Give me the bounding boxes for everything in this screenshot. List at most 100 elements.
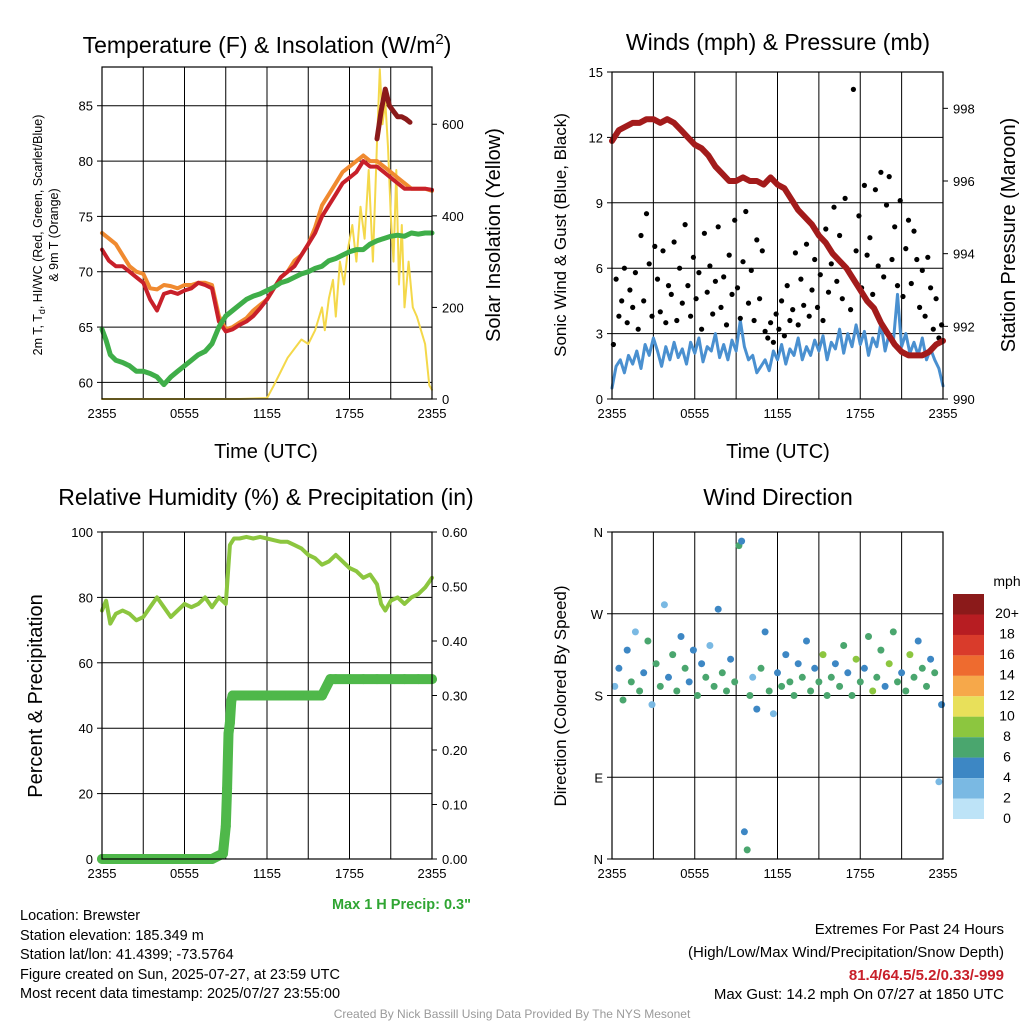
y2-tick-label: 0.60 bbox=[442, 525, 467, 540]
latlon-text: Station lat/lon: 41.4399; -73.5764 bbox=[20, 947, 234, 963]
direction-point bbox=[698, 660, 706, 668]
gust-point bbox=[754, 237, 760, 243]
direction-point bbox=[898, 669, 906, 677]
y2-tick-label: 990 bbox=[953, 392, 975, 407]
gust-point bbox=[638, 232, 644, 239]
x-tick-label: 0555 bbox=[680, 406, 709, 421]
gust-point bbox=[776, 326, 782, 332]
precip-point bbox=[317, 690, 327, 701]
colorbar-label: 18 bbox=[999, 626, 1015, 642]
gust-point bbox=[798, 276, 804, 282]
extremes-info: Extremes For Past 24 Hours (High/Low/Max… bbox=[688, 918, 1004, 1006]
heat-index-line bbox=[374, 86, 413, 142]
plot-border bbox=[611, 531, 944, 860]
x-tick-label: 1155 bbox=[253, 406, 281, 421]
gust-point bbox=[665, 283, 672, 289]
direction-point bbox=[923, 682, 930, 690]
direction-point bbox=[910, 673, 918, 681]
direction-point bbox=[718, 669, 726, 677]
rh-line bbox=[100, 534, 434, 626]
direction-point bbox=[827, 673, 835, 681]
colorbar-swatch bbox=[953, 675, 984, 697]
gust-point bbox=[781, 333, 788, 339]
colorbar-swatch bbox=[953, 634, 984, 656]
y-tick-label: 20 bbox=[79, 787, 93, 802]
gust-point bbox=[679, 300, 685, 306]
gust-point bbox=[646, 261, 652, 267]
gust-point bbox=[693, 296, 699, 302]
direction-point bbox=[889, 628, 897, 636]
gust-point bbox=[839, 296, 845, 302]
gust-point bbox=[809, 287, 815, 293]
gust-point bbox=[701, 230, 708, 236]
gust-point bbox=[814, 304, 821, 310]
direction-point bbox=[627, 678, 635, 686]
y-tick-label: N bbox=[594, 525, 603, 540]
y-tick-label: 0 bbox=[596, 392, 603, 407]
precip-point bbox=[372, 674, 382, 685]
direction-point bbox=[840, 642, 848, 649]
colorbar-label: 0 bbox=[1003, 810, 1011, 826]
sonic-wind-line bbox=[610, 292, 945, 390]
direction-point bbox=[714, 605, 722, 613]
x-tick-label: 2355 bbox=[88, 406, 117, 421]
direction-point bbox=[757, 664, 765, 672]
gust-point bbox=[765, 335, 771, 341]
direction-point bbox=[743, 846, 751, 854]
station-info: Location: Brewster Station elevation: 18… bbox=[20, 907, 340, 1005]
gust-point bbox=[867, 235, 873, 241]
x-tick-label: 1155 bbox=[253, 866, 281, 881]
gust-point bbox=[817, 272, 823, 278]
extremes-desc: (High/Low/Max Wind/Precipitation/Snow De… bbox=[688, 944, 1004, 961]
direction-point bbox=[774, 669, 781, 677]
colorbar-label: 4 bbox=[1003, 769, 1011, 785]
plot-border bbox=[101, 531, 433, 860]
precip-point bbox=[385, 674, 396, 685]
direction-point bbox=[727, 655, 735, 663]
gust-point bbox=[825, 289, 832, 295]
gust-point bbox=[790, 307, 796, 313]
gust-point bbox=[743, 208, 749, 215]
direction-point bbox=[869, 687, 877, 695]
gust-point bbox=[740, 259, 746, 265]
gust-point bbox=[718, 304, 724, 310]
gust-point bbox=[621, 265, 628, 271]
gust-point bbox=[682, 222, 688, 228]
direction-point bbox=[665, 673, 672, 681]
direction-point bbox=[640, 669, 648, 677]
x-tick-label: 2355 bbox=[598, 406, 627, 421]
gust-point bbox=[627, 287, 633, 293]
y-tick-label: 80 bbox=[79, 154, 93, 169]
direction-point bbox=[786, 678, 794, 686]
x-tick-label: 0555 bbox=[680, 866, 709, 881]
gust-point bbox=[864, 252, 870, 258]
wind-ylabel-left: Sonic Wind & Gust (Blue, Black) bbox=[551, 113, 570, 357]
gust-point bbox=[848, 307, 854, 313]
precip-point bbox=[223, 728, 234, 739]
gust-point bbox=[820, 317, 826, 324]
gust-point bbox=[707, 263, 713, 269]
credit-text: Created By Nick Bassill Using Data Provi… bbox=[333, 1007, 691, 1021]
gust-point bbox=[831, 204, 837, 210]
panel-rh: 2355 0555 1155 1755 23550204060801000.000.10… bbox=[71, 525, 467, 881]
gust-point bbox=[905, 217, 912, 223]
colorbar-swatch bbox=[953, 757, 984, 779]
gust-point bbox=[696, 270, 702, 276]
direction-point bbox=[807, 687, 815, 695]
gust-point bbox=[850, 86, 857, 92]
max-gust-text: Max Gust: 14.2 mph On 07/27 at 1850 UTC bbox=[713, 986, 1004, 1003]
precip-point bbox=[358, 674, 369, 685]
direction-point bbox=[631, 628, 639, 636]
gust-point bbox=[930, 326, 936, 332]
x-tick-label: 2355 bbox=[598, 866, 627, 881]
x-tick-label: 1155 bbox=[764, 866, 792, 881]
panel-wind: 2355 0555 1155 1755 235503691215990992994996… bbox=[589, 65, 975, 421]
gust-point bbox=[856, 213, 862, 219]
precip-point bbox=[218, 848, 228, 859]
direction-point bbox=[706, 642, 714, 649]
insolation-line bbox=[101, 68, 433, 400]
gust-point bbox=[823, 226, 829, 232]
x-tick-label: 0555 bbox=[170, 406, 199, 421]
gust-point bbox=[624, 320, 630, 326]
gust-point bbox=[715, 224, 721, 230]
